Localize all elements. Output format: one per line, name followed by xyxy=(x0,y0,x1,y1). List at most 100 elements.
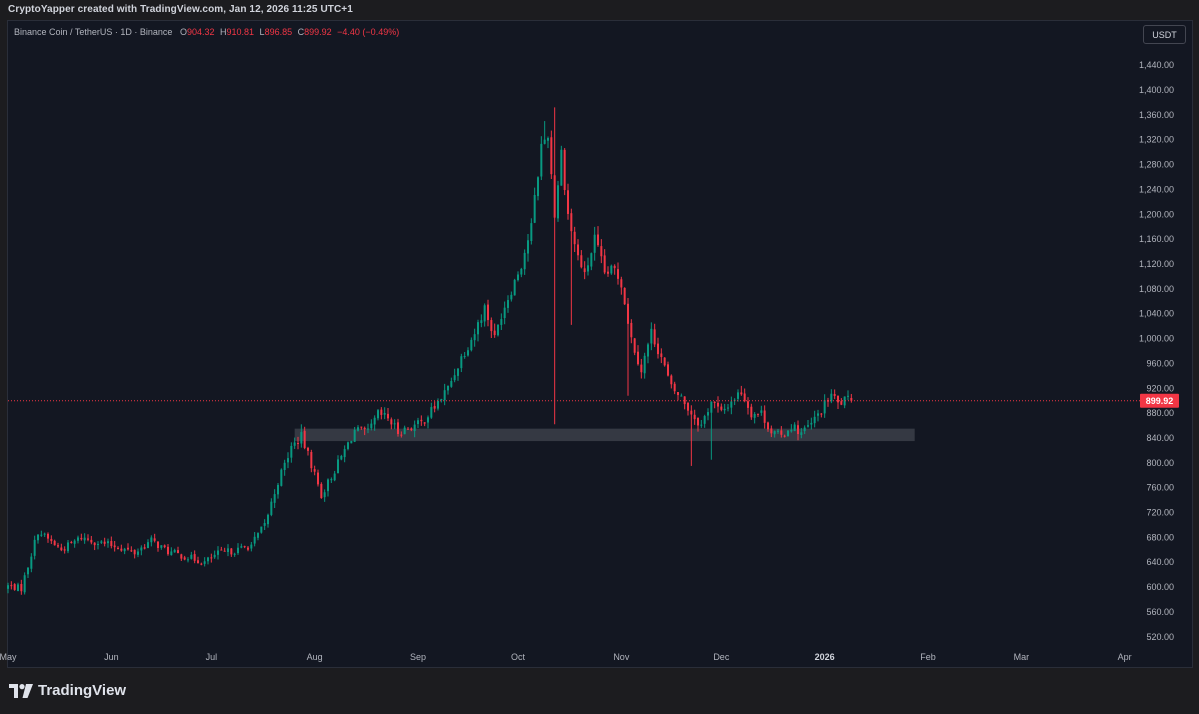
y-tick-label: 1,040.00 xyxy=(1139,309,1174,319)
candle-body xyxy=(417,420,419,425)
candle-body xyxy=(443,390,446,401)
candle-body xyxy=(420,419,423,422)
candle-body xyxy=(297,443,299,445)
candle-body xyxy=(373,417,376,425)
candle-body xyxy=(743,393,746,402)
candle-body xyxy=(423,422,426,424)
x-tick-label: Apr xyxy=(1118,652,1132,662)
candle-body xyxy=(690,410,693,415)
candle-body xyxy=(20,583,23,592)
y-tick-label: 520.00 xyxy=(1146,632,1174,642)
candle-body xyxy=(83,537,86,541)
candle-body xyxy=(180,554,183,559)
candle-body xyxy=(130,550,133,552)
candle-body xyxy=(270,501,273,515)
candle-body xyxy=(280,469,283,486)
candle-body xyxy=(10,585,13,587)
candle-body xyxy=(303,430,306,448)
candle-body xyxy=(200,563,203,565)
candle-body xyxy=(260,526,263,533)
candle-body xyxy=(330,479,333,481)
candle-body xyxy=(257,533,259,538)
candle-body xyxy=(37,534,39,541)
candle-body xyxy=(553,175,556,218)
candle-body xyxy=(737,392,739,399)
currency-button[interactable]: USDT xyxy=(1143,25,1186,44)
candle-body xyxy=(13,584,16,590)
candle-body xyxy=(63,549,66,551)
candle-body xyxy=(660,353,663,358)
y-tick-label: 560.00 xyxy=(1146,607,1174,617)
candle-body xyxy=(313,469,316,472)
candle-body xyxy=(290,445,293,458)
x-tick-label: Sep xyxy=(410,652,426,662)
candle-body xyxy=(790,429,793,432)
candle-body xyxy=(800,432,803,435)
candle-body xyxy=(707,412,709,416)
candle-body xyxy=(387,413,389,419)
candle-body xyxy=(347,442,349,449)
candle-body xyxy=(777,430,779,432)
candle-body xyxy=(73,540,76,544)
candle-body xyxy=(213,554,216,558)
y-tick-label: 800.00 xyxy=(1146,458,1174,468)
candle-body xyxy=(390,419,393,425)
candle-body xyxy=(480,320,483,323)
y-tick-label: 1,440.00 xyxy=(1139,60,1174,70)
candle-body xyxy=(507,300,509,308)
candle-body xyxy=(533,194,536,223)
open-label: O xyxy=(179,27,187,37)
y-tick-label: 920.00 xyxy=(1146,383,1174,393)
candle-body xyxy=(833,394,836,396)
candle-body xyxy=(163,545,166,548)
candle-body xyxy=(550,137,553,175)
candle-body xyxy=(630,322,633,338)
candle-body xyxy=(537,177,539,197)
candle-body xyxy=(407,428,409,430)
candle-body xyxy=(463,356,466,358)
candle-body xyxy=(60,547,63,551)
symbol-legend: Binance Coin / TetherUS · 1D · Binance O… xyxy=(14,27,402,37)
candle-body xyxy=(177,550,179,554)
y-tick-label: 1,400.00 xyxy=(1139,85,1174,95)
candle-body xyxy=(543,139,546,144)
candle-body xyxy=(503,307,506,319)
candle-body xyxy=(577,244,579,256)
candle-body xyxy=(53,540,56,546)
high-label: H xyxy=(220,27,227,37)
candle-body xyxy=(433,406,436,409)
candle-body xyxy=(110,541,113,547)
candle-body xyxy=(633,338,636,353)
candle-body xyxy=(830,393,833,402)
candle-body xyxy=(293,442,296,446)
candle-body xyxy=(467,350,469,356)
last-price-label: 899.92 xyxy=(1146,396,1174,406)
support-zone xyxy=(294,428,915,442)
candle-body xyxy=(763,410,766,423)
candle-body xyxy=(523,252,526,270)
candle-body xyxy=(670,375,673,385)
tradingview-logo[interactable]: TradingView xyxy=(9,682,126,699)
candle-body xyxy=(770,428,773,434)
candle-body xyxy=(430,407,433,418)
candle-body xyxy=(683,396,686,405)
candle-body xyxy=(343,449,346,458)
candle-body xyxy=(473,334,476,341)
candle-body xyxy=(600,246,603,257)
candle-body xyxy=(457,368,459,376)
candle-body xyxy=(360,426,363,428)
y-tick-label: 1,080.00 xyxy=(1139,284,1174,294)
candle-body xyxy=(640,364,643,373)
candle-body xyxy=(157,541,159,548)
candle-body xyxy=(137,551,139,555)
candle-body xyxy=(120,548,123,551)
candle-body xyxy=(717,402,719,407)
candle-body xyxy=(350,440,353,444)
candle-body xyxy=(167,546,169,555)
candle-body xyxy=(43,533,46,535)
x-tick-label: Nov xyxy=(613,652,630,662)
candle-body xyxy=(223,550,226,552)
candle-body xyxy=(747,401,749,408)
candle-body xyxy=(697,417,699,426)
